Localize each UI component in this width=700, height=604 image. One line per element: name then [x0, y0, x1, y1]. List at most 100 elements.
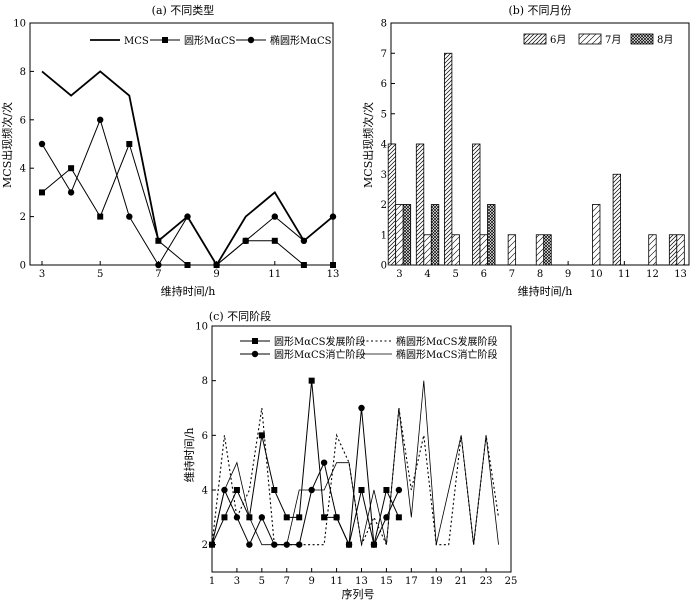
panel-c-legend-marker [251, 350, 259, 358]
panel-b-legend-swatch [523, 33, 547, 45]
panel-b-bar [415, 143, 425, 266]
panel-a-point [184, 213, 191, 220]
panel-c-xtick-label: 15 [380, 576, 393, 587]
panel-c-point [258, 432, 265, 439]
panel-b-legend-swatch [578, 33, 602, 45]
panel-b-bar [387, 143, 397, 266]
panel-b-ytick-label: 4 [381, 140, 387, 151]
panel-a-xtick-label: 5 [97, 269, 103, 280]
panel-a-xtick-label: 9 [213, 269, 219, 280]
panel-b-bar [451, 234, 460, 266]
panel-c-xtick-label: 13 [355, 576, 368, 587]
panel-b-ytick-label: 1 [381, 230, 387, 241]
panel-c-point [271, 487, 278, 493]
panel-b-bar [479, 234, 488, 266]
panel-c-frame [211, 325, 512, 573]
panel-c-title: (c) 不同阶段 [209, 309, 271, 323]
panel-a-legend-label: MCS [124, 36, 149, 47]
panel-b-ytick-label: 0 [381, 261, 387, 272]
panel-c-xtick-label: 7 [284, 576, 290, 587]
panel-b-xlabel: 维持时间/h [518, 284, 573, 298]
panel-c-xlabel: 序列号 [342, 587, 375, 601]
panel-b-ytick-label: 3 [381, 170, 387, 181]
panel-b-bar [676, 234, 685, 266]
panel-c-xtick-label: 11 [330, 576, 343, 587]
panel-b-bar [444, 52, 453, 266]
panel-b-xtick-label: 12 [646, 269, 659, 280]
panel-b-ytick-label: 7 [381, 49, 387, 60]
panel-c-legend-label: 椭圆形MαCS消亡阶段 [396, 348, 498, 361]
panel-a-chart: (a) 不同类型 3 5 7 9 11 13 0 2 4 6 8 10 MCS 圆形MαCS 椭圆形MαC… [0, 3, 339, 298]
panel-a-point [271, 237, 278, 244]
panel-a-ytick-label: 4 [20, 164, 26, 175]
panel-a-series-line [41, 70, 334, 267]
panel-a-point [330, 262, 336, 268]
panel-a-frame [29, 22, 334, 266]
panel-a-point [300, 262, 307, 268]
panel-a-series [38, 70, 337, 269]
panel-c-point [321, 514, 328, 521]
panel-a-point [38, 140, 46, 148]
panel-b-series [387, 52, 685, 266]
panel-b-bar [472, 143, 481, 266]
panel-b-bar [668, 234, 678, 266]
panel-c-point [345, 541, 353, 548]
panel-c-point [233, 514, 241, 521]
panel-b-bar [395, 204, 404, 266]
panel-a-point [97, 213, 104, 220]
panel-c-point [383, 487, 390, 493]
panel-a-point [300, 237, 308, 244]
panel-a-point [155, 261, 162, 269]
panel-c-series-line [211, 380, 499, 546]
panel-a-xtick-label: 13 [327, 269, 340, 280]
panel-c-point [221, 514, 228, 521]
panel-c-xtick-label: 23 [480, 576, 493, 587]
panel-b-bar [535, 234, 545, 266]
panel-c-point [358, 487, 365, 493]
panel-a-legend: MCS 圆形MαCS 椭圆形MαCS [90, 34, 332, 47]
panel-a-point [68, 165, 75, 172]
panel-c-ytick-label: 2 [202, 540, 208, 551]
panel-a-legend-label: 椭圆形MαCS [270, 34, 332, 47]
panel-c-point [383, 514, 390, 521]
panel-b-legend: 6月 7月 8月 [523, 33, 673, 46]
panel-c-point [296, 514, 303, 521]
panel-b-bar [648, 234, 657, 266]
panel-a-title: (a) 不同类型 [152, 3, 215, 17]
panel-c-point [283, 514, 290, 521]
panel-a-ytick-label: 2 [20, 212, 26, 223]
panel-c-xtick-label: 3 [234, 576, 240, 587]
panel-a-point [126, 213, 133, 220]
panel-a-point [184, 262, 191, 268]
panel-a-ylabel: MCS出现频次/次 [0, 102, 14, 188]
panel-b-bar [423, 234, 432, 266]
panel-b-ytick-label: 5 [381, 109, 387, 120]
panel-a-point [126, 141, 133, 147]
panel-c-point [358, 404, 365, 412]
panel-b-ytick-label: 2 [381, 200, 387, 211]
panel-b-title: (b) 不同月份 [508, 4, 571, 17]
panel-b-xtick-label: 10 [590, 269, 603, 280]
panel-a-legend-label: 圆形MαCS [184, 35, 236, 47]
panel-b-xtick-label: 4 [424, 269, 430, 280]
panel-a-point [329, 213, 337, 220]
panel-b-bar [402, 204, 412, 266]
panel-b-xtick-label: 13 [674, 269, 687, 280]
panel-c-point [308, 377, 315, 384]
panel-a-point [155, 237, 162, 244]
panel-b-legend-label: 8月 [657, 34, 673, 46]
panel-c-series-line [211, 407, 400, 547]
panel-a-series-line [41, 142, 333, 266]
panel-b-bar [430, 204, 440, 266]
panel-a-point [97, 116, 104, 124]
panel-b-ytick-label: 6 [381, 79, 387, 90]
panel-c-point [246, 541, 253, 548]
panel-a-axes: 3 5 7 9 11 13 0 2 4 6 8 10 [13, 19, 339, 281]
panel-c-xtick-label: 9 [308, 576, 314, 587]
panel-c-ylabel: 维持时间/h [182, 428, 196, 483]
panel-b-xtick-label: 3 [396, 269, 402, 280]
panel-a-point [67, 189, 75, 196]
